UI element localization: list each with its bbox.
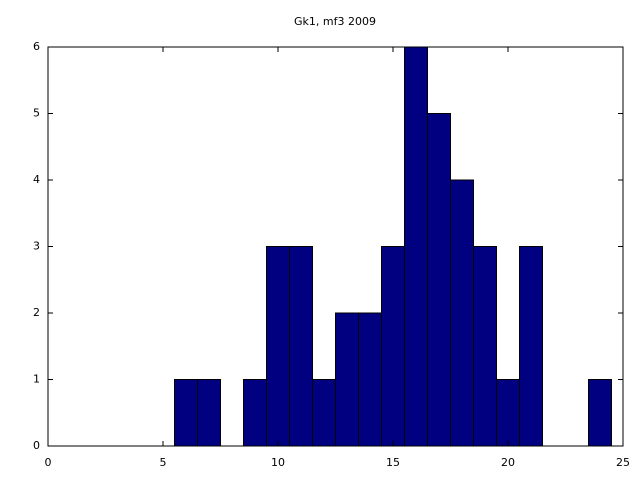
x-tick-label: 20 (501, 456, 515, 469)
bar (450, 179, 474, 447)
bar (174, 379, 198, 447)
bar (427, 113, 451, 447)
y-tick-label: 3 (33, 240, 40, 253)
x-tick-label: 10 (271, 456, 285, 469)
x-tick-label: 25 (616, 456, 630, 469)
y-tick-label: 1 (33, 373, 40, 386)
bar (588, 379, 612, 447)
bar (335, 312, 359, 447)
bar (358, 312, 382, 447)
bar (243, 379, 267, 447)
y-tick-label: 5 (33, 107, 40, 120)
bar (289, 246, 313, 447)
y-tick-label: 6 (33, 40, 40, 53)
x-tick-label: 15 (386, 456, 400, 469)
y-tick-label: 2 (33, 306, 40, 319)
chart-title: Gk1, mf3 2009 (294, 15, 376, 28)
y-tick-label: 0 (33, 439, 40, 452)
bar (519, 246, 543, 447)
bar (496, 379, 520, 447)
bar (473, 246, 497, 447)
bar (197, 379, 221, 447)
bar (381, 246, 405, 447)
bar (266, 246, 290, 447)
x-tick-label: 0 (45, 456, 52, 469)
bar (312, 379, 336, 447)
x-tick-label: 5 (160, 456, 167, 469)
bar (404, 46, 428, 447)
y-tick-label: 4 (33, 173, 40, 186)
